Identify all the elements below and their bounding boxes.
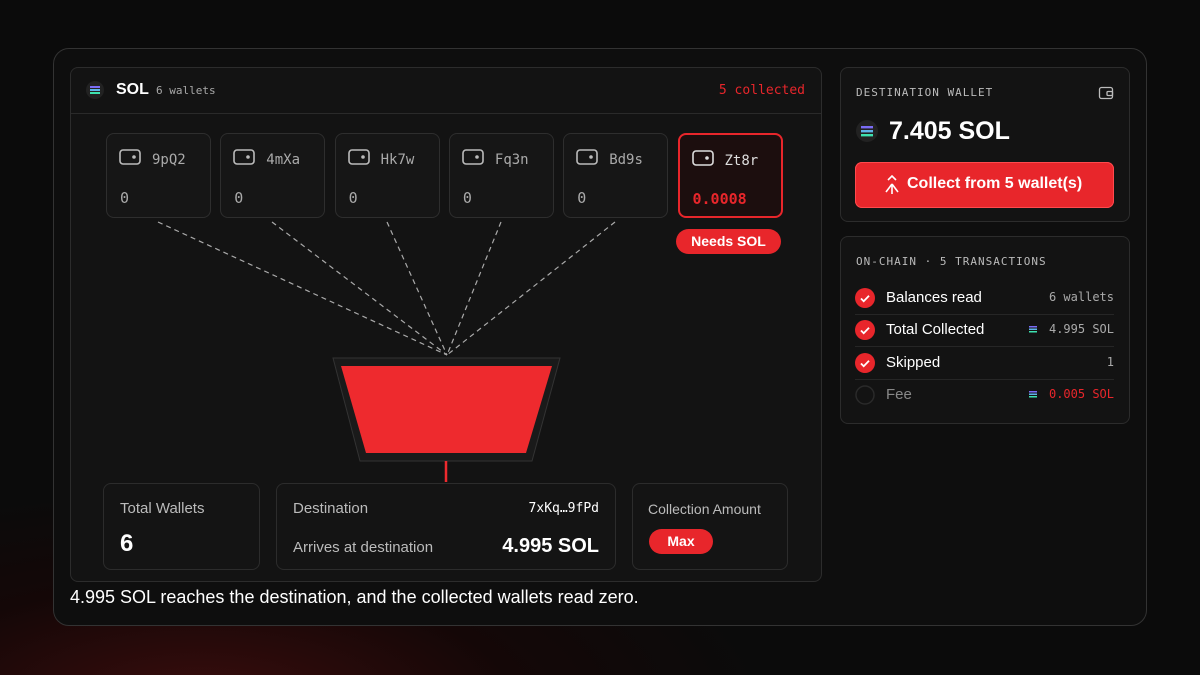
collect-button[interactable] [855, 162, 1114, 208]
onchain-panel [840, 236, 1130, 424]
wallet-card: 4mXa 0 [220, 133, 326, 218]
wallet-icon [233, 149, 256, 165]
needs-sol-badge: Needs SOL [676, 229, 781, 254]
stat-label: Collection Amount [648, 501, 761, 517]
merge-icon [885, 175, 899, 194]
wallet-card: Zt8r 0.0008 [677, 133, 783, 218]
sol-icon [1029, 326, 1037, 333]
sol-icon [86, 81, 104, 99]
wallet-icon [576, 149, 598, 165]
token: SOL [116, 81, 149, 98]
panel-label: ON-CHAIN · 5 TRANSACTIONS [856, 255, 1047, 268]
stat-amount [632, 483, 788, 570]
wallet-card: Hk7w 0 [334, 133, 440, 218]
wallet-balance: 0 [462, 189, 472, 207]
wallet-balance: 0 [234, 189, 244, 207]
wallet-card: Bd9s 0 [563, 133, 669, 218]
onchain-row: Fee 0.005 SOL [855, 379, 1114, 411]
stat-label: Total Wallets [120, 500, 205, 517]
stat-label: Destination [293, 500, 369, 517]
wallet-id: Hk7w [380, 152, 415, 168]
stat-total-wallets [103, 483, 260, 570]
wallet-balance: 0 [348, 189, 358, 207]
collect-button-label[interactable]: Collect from 5 wallet(s) [907, 175, 1083, 192]
destination-balance: 7.405 SOL [889, 117, 1010, 145]
wallet-id: Fq3n [494, 152, 529, 168]
row-label: Fee [886, 385, 912, 403]
flow-lines [157, 221, 616, 356]
wallet-balance: 0.0008 [692, 190, 747, 208]
wallet-icon [347, 149, 370, 165]
wallet-icon [119, 149, 141, 165]
wallet-id: Bd9s [609, 152, 643, 168]
panel-label: DESTINATION WALLET [856, 86, 994, 99]
wallet-count: 6 wallets [156, 84, 216, 97]
check-icon [855, 288, 875, 308]
wallet-id: 9pQ2 [152, 152, 186, 168]
wallet-icon [462, 149, 484, 165]
wallet-card: Fq3n 0 [448, 133, 554, 218]
stat-value: 6 [120, 530, 134, 557]
caption: 4.995 SOL reaches the destination, and t… [70, 587, 639, 607]
onchain-row: Total Collected 4.995 SOL [855, 314, 1114, 348]
row-label: Balances read [886, 289, 982, 306]
divider [71, 113, 821, 114]
wallet-id: Zt8r [724, 153, 759, 169]
stat-destination [276, 483, 616, 570]
funnel [341, 366, 552, 453]
onchain-row: Balances read 6 wallets [855, 282, 1114, 315]
stat-label: Arrives at destination [293, 539, 434, 556]
collected-count: 5 collected [718, 83, 805, 98]
wallet-id: 4mXa [266, 152, 301, 168]
onchain-row: Skipped 1 [855, 347, 1114, 380]
row-value: 4.995 SOL [1048, 322, 1114, 337]
max-button[interactable]: Max [649, 529, 713, 554]
arrives-value: 4.995 SOL [502, 535, 599, 557]
sol-icon [1029, 390, 1037, 398]
row-label: Skipped [886, 353, 941, 371]
destination-address: 7xKq…9fPd [528, 501, 599, 516]
check-icon [855, 352, 875, 373]
sol-icon [856, 120, 878, 142]
wallet-balance: 0 [120, 189, 130, 207]
wallet-card: 9pQ2 0 [106, 133, 211, 218]
row-value: 6 wallets [1048, 290, 1114, 304]
wallet-icon [1098, 86, 1114, 100]
wallet-icon [691, 150, 714, 166]
wallet-balance: 0 [577, 189, 587, 207]
check-icon [855, 320, 875, 341]
pending-icon [855, 385, 875, 405]
row-value: 0.005 SOL [1048, 386, 1114, 401]
row-value: 1 [1106, 354, 1114, 369]
row-label: Total Collected [886, 321, 985, 339]
